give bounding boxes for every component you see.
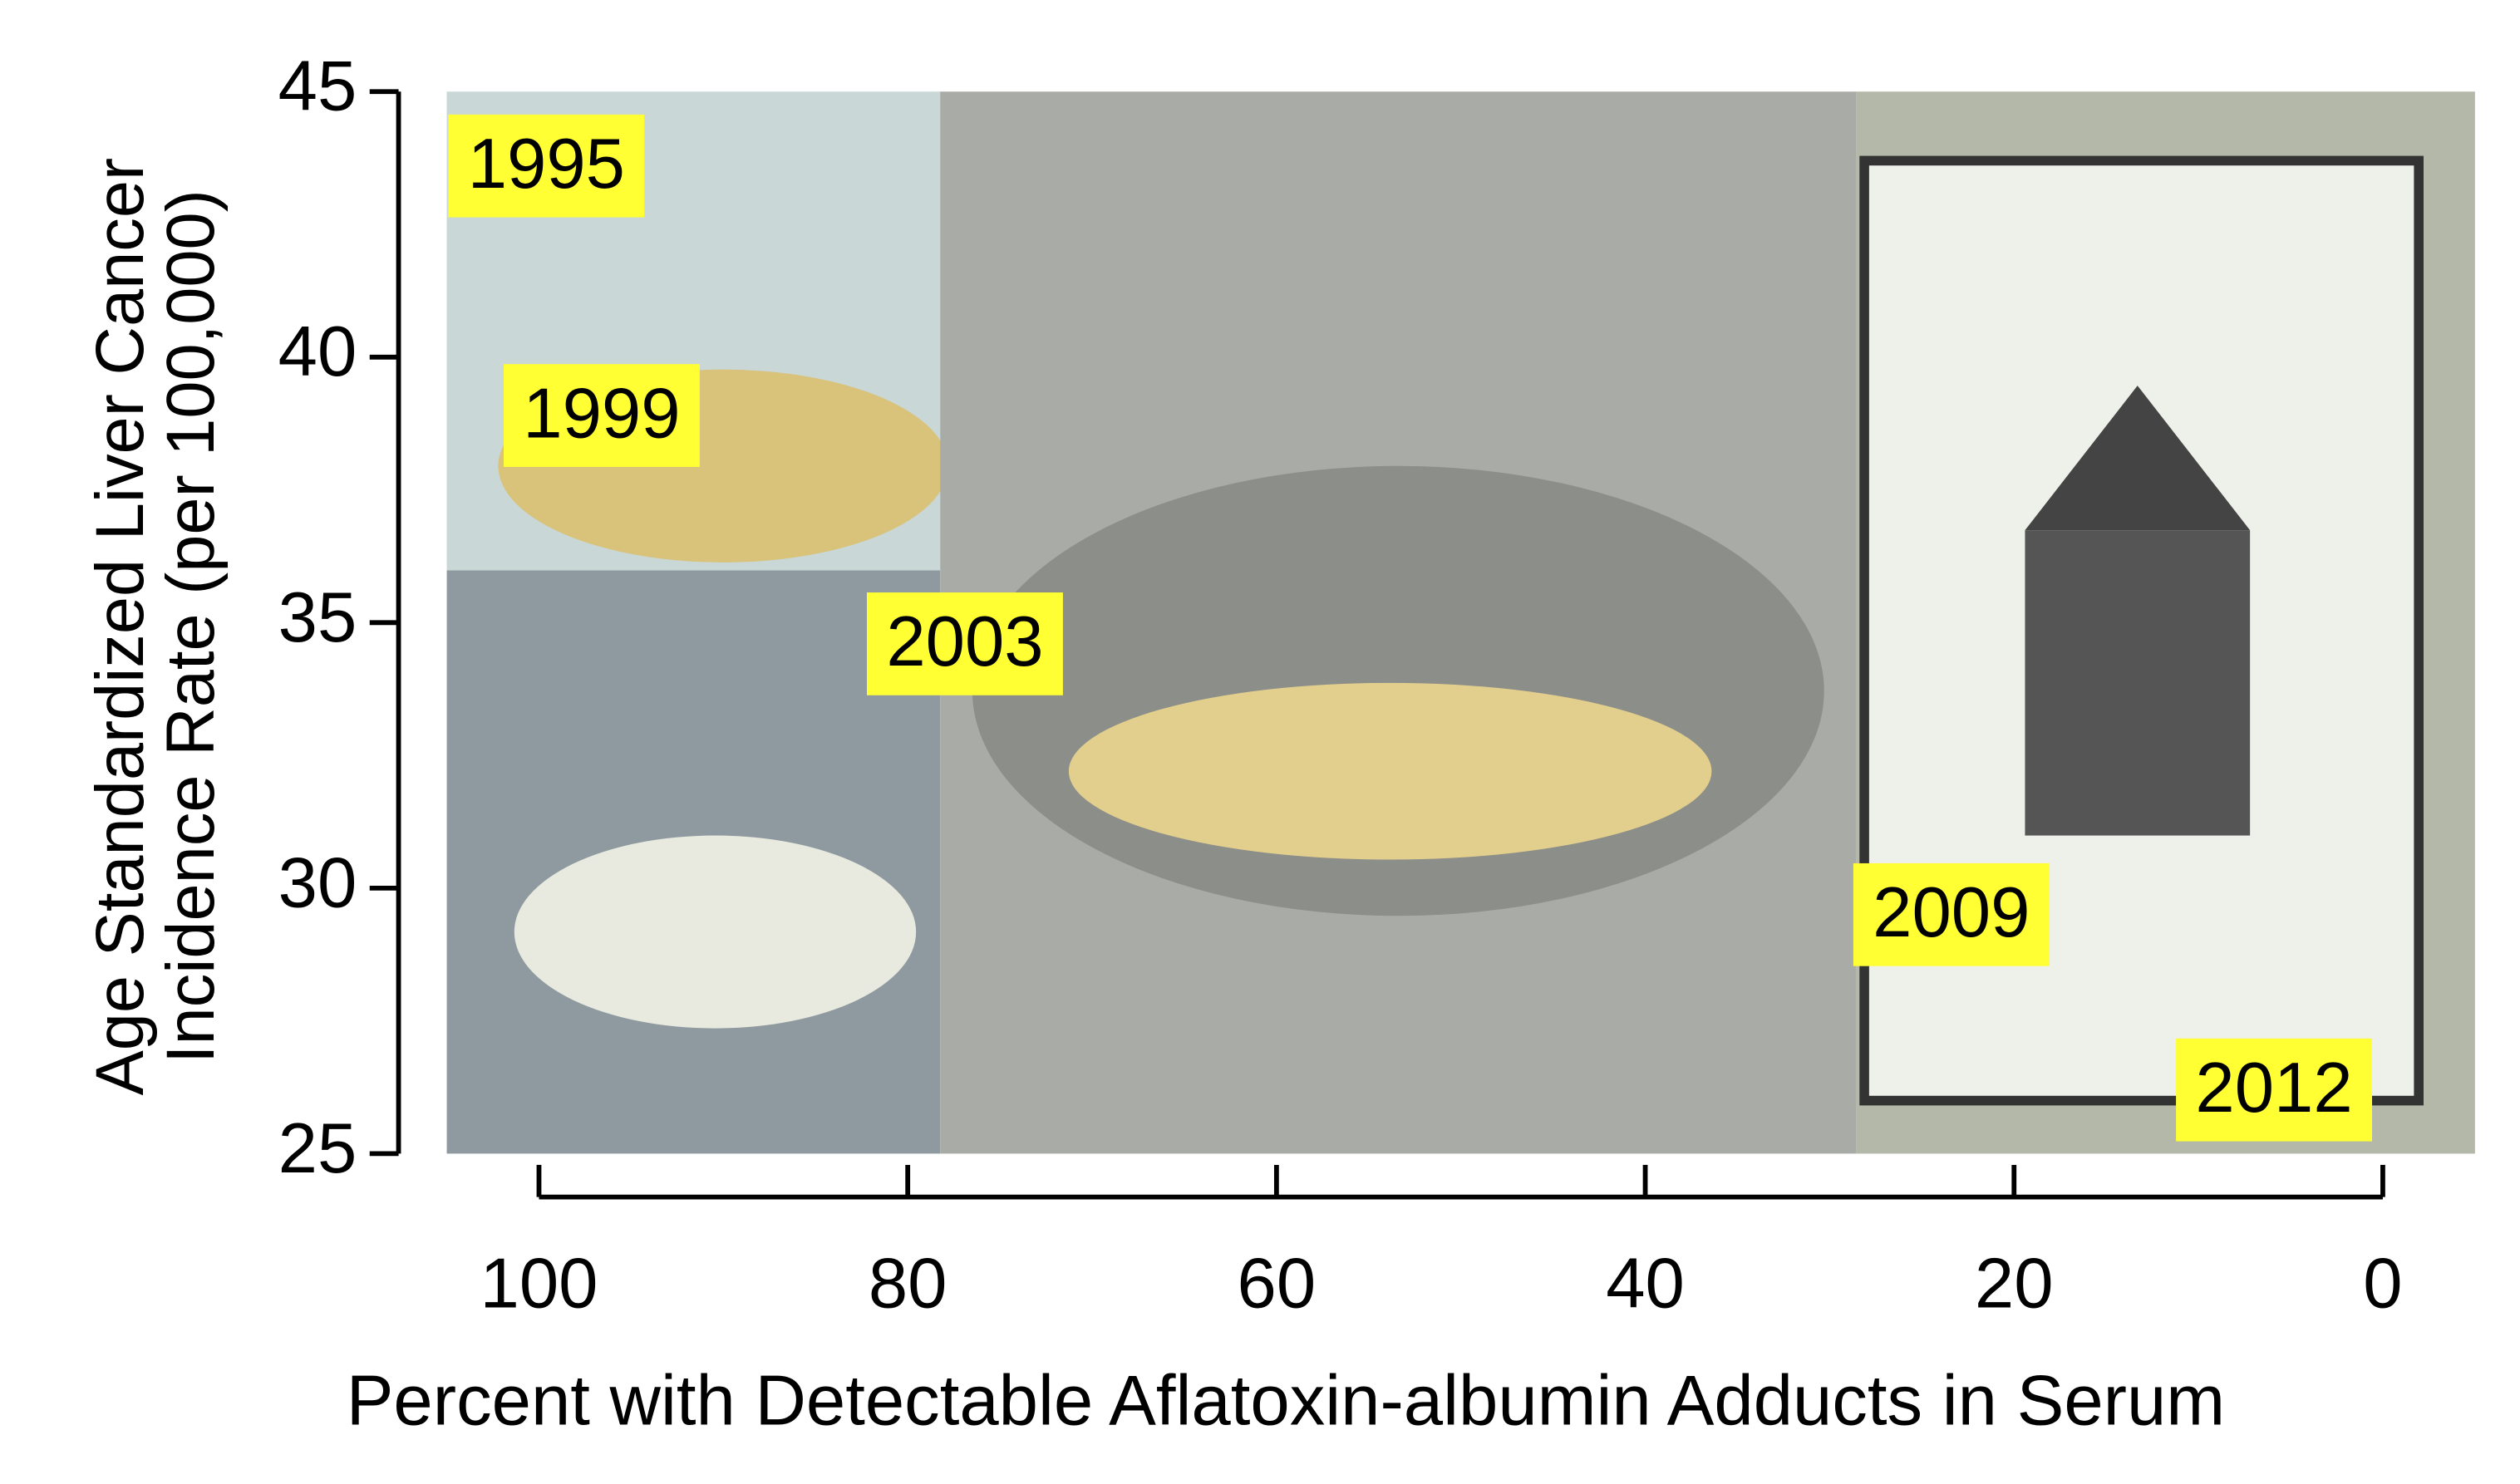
point-label: 2009 — [1873, 873, 2030, 952]
y-tick-label: 30 — [278, 843, 357, 922]
y-axis-title-line: Incidence Rate (per 100,000) — [153, 189, 229, 1064]
point-label: 2012 — [2195, 1049, 2352, 1128]
x-axis-title: Percent with Detectable Aflatoxin-albumi… — [347, 1361, 2225, 1440]
point-label-box — [1853, 862, 2050, 966]
x-tick-label: 0 — [2363, 1244, 2402, 1323]
point-label-box — [866, 592, 1063, 695]
y-tick-label: 40 — [278, 312, 357, 391]
photo-grain — [1068, 682, 1712, 860]
photo-pagoda — [2025, 386, 2251, 531]
photo-pagoda-body — [2025, 530, 2251, 836]
point-label-box — [503, 364, 700, 467]
point-label: 1995 — [468, 125, 625, 204]
y-tick-label: 25 — [278, 1109, 357, 1188]
photo-bowl-shape — [514, 835, 917, 1029]
axes: Age Standardized Liver CancerIncidence R… — [82, 91, 2225, 1440]
x-tick-label: 20 — [1975, 1244, 2054, 1323]
background-photos — [446, 91, 2475, 1154]
x-tick-label: 80 — [869, 1244, 947, 1323]
point-label: 2003 — [886, 602, 1043, 681]
y-tick-label: 45 — [278, 47, 357, 126]
point-label-box — [448, 114, 645, 218]
x-tick-label: 60 — [1238, 1244, 1317, 1323]
x-tick-label: 100 — [480, 1244, 598, 1323]
x-tick-label: 40 — [1606, 1244, 1685, 1323]
y-tick-label: 35 — [278, 578, 357, 657]
point-label: 1999 — [523, 374, 680, 453]
y-axis-title: Age Standardized Liver CancerIncidence R… — [82, 158, 229, 1095]
point-label-box — [2176, 1038, 2372, 1142]
y-axis-title-line: Age Standardized Liver Cancer — [82, 158, 158, 1095]
